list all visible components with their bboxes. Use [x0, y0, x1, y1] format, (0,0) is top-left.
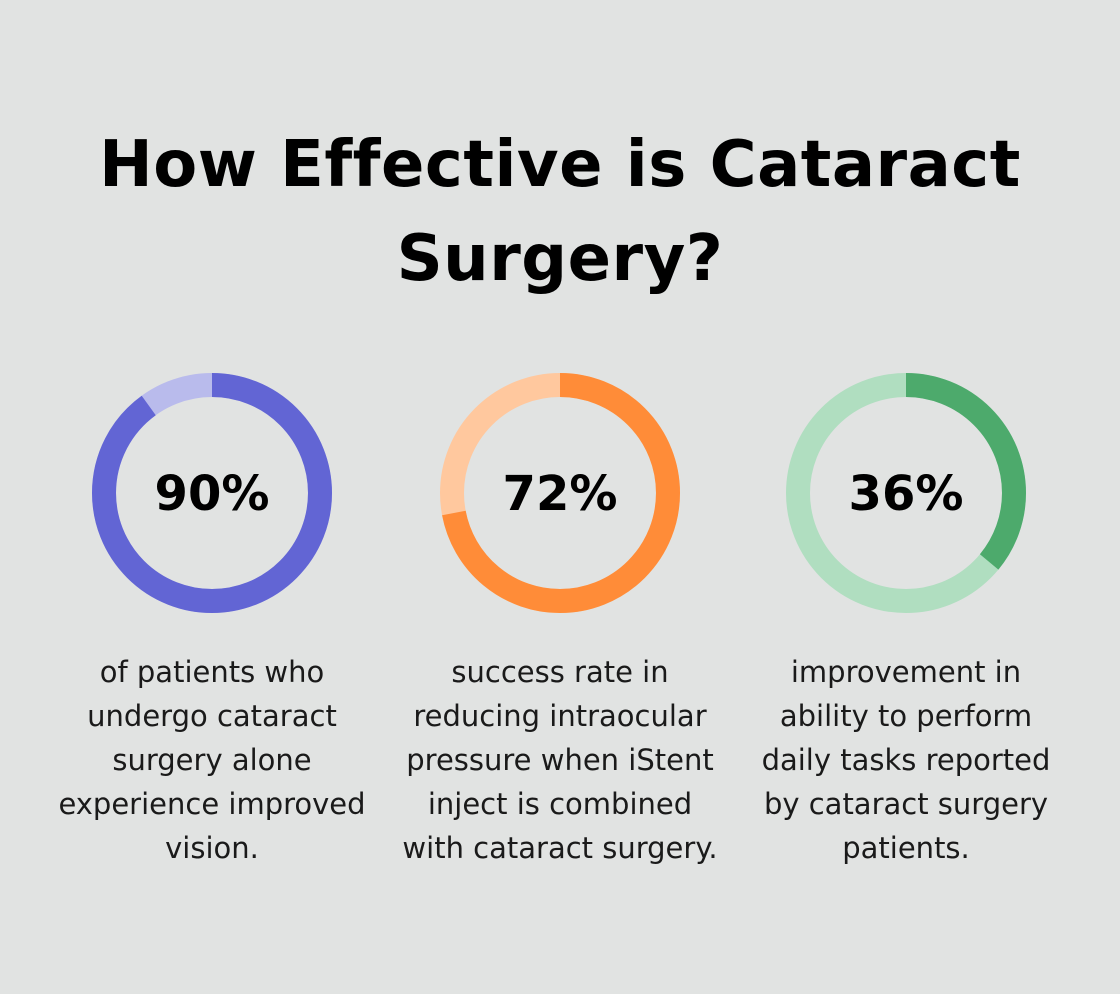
stat-card-patients-improved-vision: 90% of patients who undergo cataract sur… [52, 370, 372, 930]
donut-value-label: 36% [849, 466, 964, 522]
donut-fill-72 [440, 373, 680, 613]
stat-caption: of patients who undergo cataract surgery… [58, 655, 366, 865]
donut-value-label: 90% [155, 466, 270, 522]
donut-fill-36 [786, 373, 1026, 613]
donut-chart: 90% [92, 370, 332, 615]
donut-fill-90 [92, 373, 332, 613]
donut-svg: 90% [92, 373, 332, 613]
stat-card-daily-tasks-improvement: 36% improvement in ability to perform da… [746, 370, 1066, 930]
donut-svg: 36% [786, 373, 1026, 613]
donut-chart: 36% [786, 370, 1026, 615]
donut-chart: 72% [440, 370, 680, 615]
donut-value-label: 72% [503, 466, 618, 522]
donut-svg: 72% [440, 373, 680, 613]
stat-caption: improvement in ability to perform daily … [761, 655, 1051, 865]
stat-card-istent-success-rate: 72% success rate in reducing intraocular… [400, 370, 720, 930]
stat-caption: success rate in reducing intraocular pre… [402, 655, 718, 865]
page-title: How Effective is Cataract Surgery? [99, 128, 1021, 296]
